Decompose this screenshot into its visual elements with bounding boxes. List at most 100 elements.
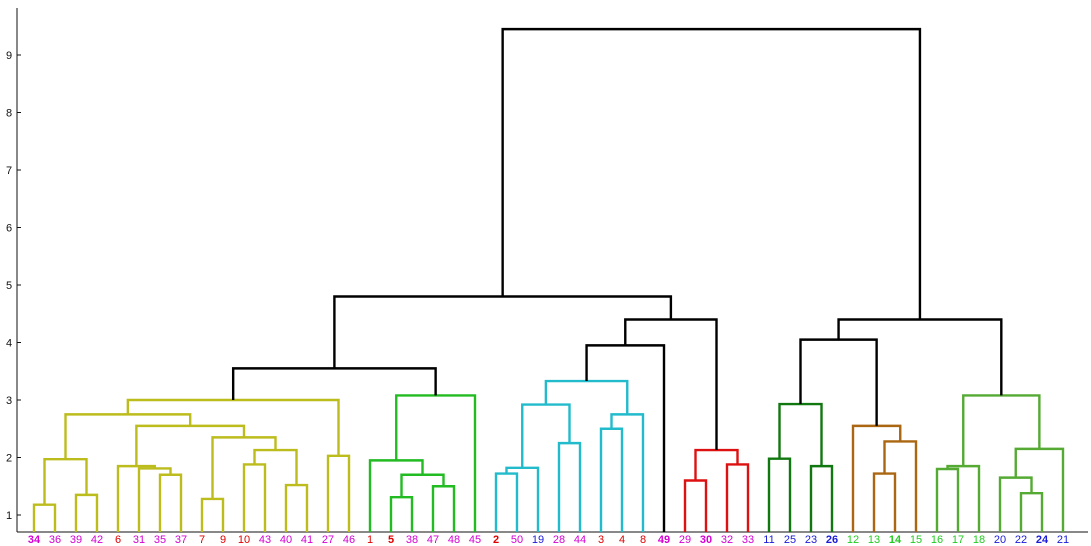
dendrogram-link bbox=[389, 495, 414, 532]
dendrogram-link bbox=[962, 394, 1041, 467]
dendrogram-link bbox=[544, 379, 629, 415]
leaf-label: 44 bbox=[574, 534, 586, 546]
leaf-label: 7 bbox=[199, 534, 205, 546]
leaf-label: 24 bbox=[1036, 534, 1049, 546]
leaf-label: 6 bbox=[115, 534, 121, 546]
dendrogram-link bbox=[43, 458, 88, 505]
dendrogram-link bbox=[200, 497, 225, 532]
leaf-label: 26 bbox=[826, 534, 838, 546]
leaf-label: 29 bbox=[679, 534, 691, 546]
leaf-label: 8 bbox=[640, 534, 646, 546]
leaf-label: 41 bbox=[301, 534, 313, 546]
leaf-label: 49 bbox=[658, 534, 670, 546]
leaf-label: 39 bbox=[70, 534, 82, 546]
leaf-label: 35 bbox=[154, 534, 166, 546]
dendrogram-link bbox=[998, 476, 1033, 532]
dendrogram-link bbox=[837, 318, 1003, 396]
y-tick-label: 4 bbox=[6, 338, 12, 350]
leaf-label: 47 bbox=[427, 534, 439, 546]
leaf-label: 40 bbox=[280, 534, 292, 546]
leaf-label: 9 bbox=[220, 534, 226, 546]
leaf-label: 23 bbox=[805, 534, 817, 546]
leaf-label: 37 bbox=[175, 534, 187, 546]
leaf-label: 15 bbox=[910, 534, 922, 546]
y-tick-label: 7 bbox=[6, 165, 12, 177]
leaf-label: 3 bbox=[598, 534, 604, 546]
leaf-label: 5 bbox=[388, 534, 394, 546]
dendrogram-link bbox=[799, 338, 878, 426]
leaf-label: 34 bbox=[28, 534, 41, 546]
leaf-label: 19 bbox=[532, 534, 544, 546]
y-tick-label: 5 bbox=[6, 280, 12, 292]
dendrogram-link bbox=[883, 440, 918, 532]
dendrogram-link bbox=[935, 467, 960, 532]
dendrogram-link bbox=[683, 479, 708, 532]
dendrogram-link bbox=[872, 472, 897, 532]
leaf-label: 12 bbox=[847, 534, 859, 546]
leaf-label: 42 bbox=[91, 534, 103, 546]
leaf-label: 46 bbox=[343, 534, 355, 546]
leaf-label: 50 bbox=[511, 534, 523, 546]
dendrogram-link bbox=[395, 394, 477, 532]
y-tick-label: 8 bbox=[6, 108, 12, 120]
leaf-label: 1 bbox=[367, 534, 373, 546]
leaf-label: 2 bbox=[493, 534, 499, 546]
y-axis: 1 2 3 4 5 6 7 8 9 bbox=[6, 8, 1088, 533]
dendrogram-link bbox=[767, 457, 792, 532]
dendrogram-link bbox=[126, 398, 340, 456]
leaf-label: 48 bbox=[448, 534, 460, 546]
dendrogram-link bbox=[284, 483, 309, 532]
dendrogram-links bbox=[32, 27, 1065, 532]
leaf-label: 43 bbox=[259, 534, 271, 546]
leaf-label: 10 bbox=[238, 534, 250, 546]
dendrogram-link bbox=[585, 344, 666, 532]
leaf-label: 32 bbox=[721, 534, 733, 546]
y-tick-label: 2 bbox=[6, 453, 12, 465]
dendrogram-link bbox=[624, 318, 718, 451]
dendrogram-link bbox=[32, 503, 57, 532]
dendrogram-link bbox=[610, 413, 645, 532]
y-tick-label: 9 bbox=[6, 50, 12, 62]
dendrogram-link bbox=[135, 424, 246, 467]
leaf-label: 11 bbox=[763, 534, 774, 546]
dendrogram-link bbox=[158, 473, 183, 532]
dendrogram-link bbox=[333, 295, 673, 369]
dendrogram-link bbox=[64, 413, 192, 460]
leaf-label: 28 bbox=[553, 534, 565, 546]
leaf-label: 20 bbox=[994, 534, 1006, 546]
leaf-label: 18 bbox=[973, 534, 985, 546]
leaf-label: 14 bbox=[889, 534, 902, 546]
leaf-labels: 34 36 39 42 6 31 35 37 7 9 10 43 40 41 27 46 1 5 38 47 48 45 2… bbox=[28, 534, 1069, 546]
leaf-label: 4 bbox=[619, 534, 625, 546]
dendrogram-link bbox=[778, 402, 823, 467]
dendrogram-link bbox=[116, 464, 156, 532]
leaf-label: 25 bbox=[784, 534, 796, 546]
y-tick-label: 1 bbox=[6, 510, 12, 522]
dendrogram-link bbox=[74, 493, 99, 532]
leaf-label: 31 bbox=[133, 534, 145, 546]
leaf-label: 36 bbox=[49, 534, 61, 546]
dendrogram-link bbox=[242, 463, 267, 532]
dendrogram-link bbox=[557, 441, 582, 532]
y-tick-label: 6 bbox=[6, 223, 12, 235]
leaf-label: 27 bbox=[322, 534, 334, 546]
leaf-label: 21 bbox=[1057, 534, 1069, 546]
dendrogram-link bbox=[599, 427, 624, 532]
dendrogram-link bbox=[809, 464, 834, 532]
leaf-label: 22 bbox=[1015, 534, 1027, 546]
leaf-label: 13 bbox=[868, 534, 880, 546]
dendrogram-link bbox=[494, 472, 519, 532]
leaf-label: 38 bbox=[406, 534, 418, 546]
leaf-label: 33 bbox=[742, 534, 754, 546]
dendrogram-link bbox=[137, 467, 172, 532]
dendrogram-link bbox=[521, 403, 571, 468]
dendrogram-link bbox=[946, 464, 981, 532]
dendrogram-link bbox=[431, 485, 456, 532]
dendrogram-link bbox=[1014, 447, 1065, 532]
dendrogram-link bbox=[725, 463, 750, 532]
dendrogram-link bbox=[253, 448, 298, 486]
leaf-label: 30 bbox=[700, 534, 712, 546]
dendrogram-link bbox=[326, 454, 351, 532]
dendrogram-link bbox=[1019, 491, 1044, 532]
